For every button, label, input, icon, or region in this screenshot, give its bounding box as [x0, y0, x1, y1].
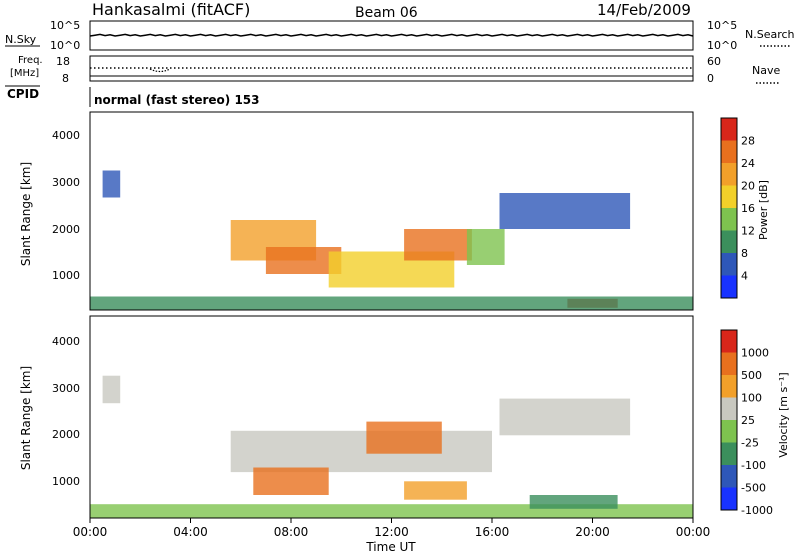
power-colorbar-tick-0: 4: [741, 270, 748, 283]
velocity-ytick-3000: 3000: [52, 382, 80, 395]
cpid-label: CPID: [7, 87, 39, 101]
noise-left-tick-bottom: 10^0: [50, 39, 80, 52]
velocity-ylabel: Slant Range [km]: [19, 366, 33, 470]
velocity-colorbar-tick-0: 1000: [741, 347, 769, 360]
velocity-colorbar-swatch-0: [721, 487, 737, 510]
nave-dip: [149, 68, 171, 73]
velocity-colorbar-tick-3: 25: [741, 414, 755, 427]
power-colorbar-swatch-6: [721, 140, 737, 163]
velocity-band-4: [404, 481, 467, 500]
x-tick-label-1: 04:00: [173, 525, 208, 539]
velocity-band-7: [529, 495, 618, 509]
power-colorbar-tick-2: 12: [741, 225, 755, 238]
power-panel: 1000 2000 3000 4000 Slant Range [km]: [19, 111, 694, 311]
power-ytick-3000: 3000: [52, 176, 80, 189]
velocity-colorbar-label: Velocity [m s⁻¹]: [777, 372, 790, 457]
velocity-colorbar-swatch-5: [721, 375, 737, 398]
x-tick-label-2: 08:00: [274, 525, 309, 539]
power-colorbar-tick-6: 28: [741, 135, 755, 148]
velocity-colorbar-frame: [720, 329, 738, 511]
power-ytick-2000: 2000: [52, 223, 80, 236]
velocity-band-0: [102, 375, 121, 404]
velocity-ytick-4000: 4000: [52, 335, 80, 348]
velocity-colorbar-tick-2: 100: [741, 392, 762, 405]
date-label: 14/Feb/2009: [597, 1, 691, 19]
velocity-band-3: [366, 421, 442, 454]
velocity-colorbar-swatch-7: [721, 330, 737, 353]
velocity-colorbar: 1000 500 100 25 -25 -100 -500 -1000: [720, 329, 773, 517]
x-tick-label-4: 16:00: [475, 525, 510, 539]
beam-label: Beam 06: [355, 5, 418, 21]
noise-search-label: N.Search: [745, 28, 795, 41]
power-data-bands: [90, 170, 693, 310]
velocity-colorbar-swatch-4: [721, 397, 737, 420]
power-colorbar-swatch-7: [721, 118, 737, 141]
freq-right-tick-bottom: 0: [707, 72, 714, 85]
freq-left-tick-top: 18: [56, 55, 70, 68]
power-band-8: [90, 296, 693, 310]
power-colorbar-swatch-0: [721, 275, 737, 298]
freq-unit-label: [MHz]: [10, 68, 39, 79]
power-band-4: [404, 229, 472, 261]
power-colorbar-frame: [720, 117, 738, 299]
x-axis-label: Time UT: [365, 540, 416, 554]
velocity-ytick-1000: 1000: [52, 475, 80, 488]
power-colorbar-label: Power [dB]: [757, 180, 770, 240]
station-title: Hankasalmi (fitACF): [92, 0, 250, 19]
power-plot-frame: [89, 111, 694, 311]
noise-left-tick-top: 10^5: [50, 19, 80, 32]
velocity-colorbar-swatch-3: [721, 420, 737, 443]
velocity-colorbar-tick-4: -25: [741, 437, 759, 450]
power-ytick-1000: 1000: [52, 269, 80, 282]
noise-right-tick-top: 10^5: [707, 19, 737, 32]
cpid-text: normal (fast stereo) 153: [94, 93, 260, 107]
velocity-band-5: [499, 398, 631, 436]
x-tick-label-3: 12:00: [374, 525, 409, 539]
power-colorbar-swatch-1: [721, 253, 737, 276]
noise-sky-label: N.Sky: [5, 33, 37, 46]
freq-right-tick-top: 60: [707, 55, 721, 68]
power-colorbar-swatch-4: [721, 185, 737, 208]
power-band-5: [466, 229, 505, 265]
velocity-colorbar-tick-6: -500: [741, 482, 766, 495]
velocity-colorbar-tick-5: -100: [741, 459, 766, 472]
velocity-band-1: [230, 430, 492, 473]
power-band-6: [499, 193, 631, 229]
noise-sky-series: [89, 33, 694, 37]
power-colorbar-tick-3: 16: [741, 202, 755, 215]
velocity-panel: 1000 2000 3000 4000 Slant Range [km]: [19, 315, 694, 519]
x-tick-label-6: 00:00: [676, 525, 711, 539]
velocity-colorbar-swatch-1: [721, 465, 737, 488]
freq-label: Freq.: [18, 55, 43, 66]
power-colorbar-swatch-2: [721, 230, 737, 253]
velocity-data-bands: [90, 375, 693, 518]
power-colorbar-swatch-5: [721, 163, 737, 186]
velocity-colorbar-tick-1: 500: [741, 369, 762, 382]
power-colorbar: 4 8 12 16 20 24 28: [720, 117, 755, 299]
noise-right-tick-bottom: 10^0: [707, 39, 737, 52]
x-tick-label-0: 00:00: [73, 525, 108, 539]
power-ytick-4000: 4000: [52, 129, 80, 142]
power-colorbar-swatch-3: [721, 208, 737, 231]
power-colorbar-tick-5: 24: [741, 157, 755, 170]
time-axis: 00:00 04:00 08:00 12:00 16:00 20:00 00:00: [73, 518, 711, 539]
x-tick-label-5: 20:00: [575, 525, 610, 539]
power-colorbar-tick-1: 8: [741, 247, 748, 260]
power-colorbar-tick-4: 20: [741, 180, 755, 193]
velocity-colorbar-tick-7: -1000: [741, 504, 773, 517]
velocity-colorbar-swatch-2: [721, 442, 737, 465]
power-ylabel: Slant Range [km]: [19, 162, 33, 266]
power-band-0: [102, 170, 121, 198]
velocity-ytick-2000: 2000: [52, 428, 80, 441]
velocity-colorbar-swatch-6: [721, 352, 737, 375]
nave-label: Nave: [752, 64, 780, 77]
velocity-band-2: [253, 467, 329, 495]
freq-left-tick-bottom: 8: [62, 72, 69, 85]
